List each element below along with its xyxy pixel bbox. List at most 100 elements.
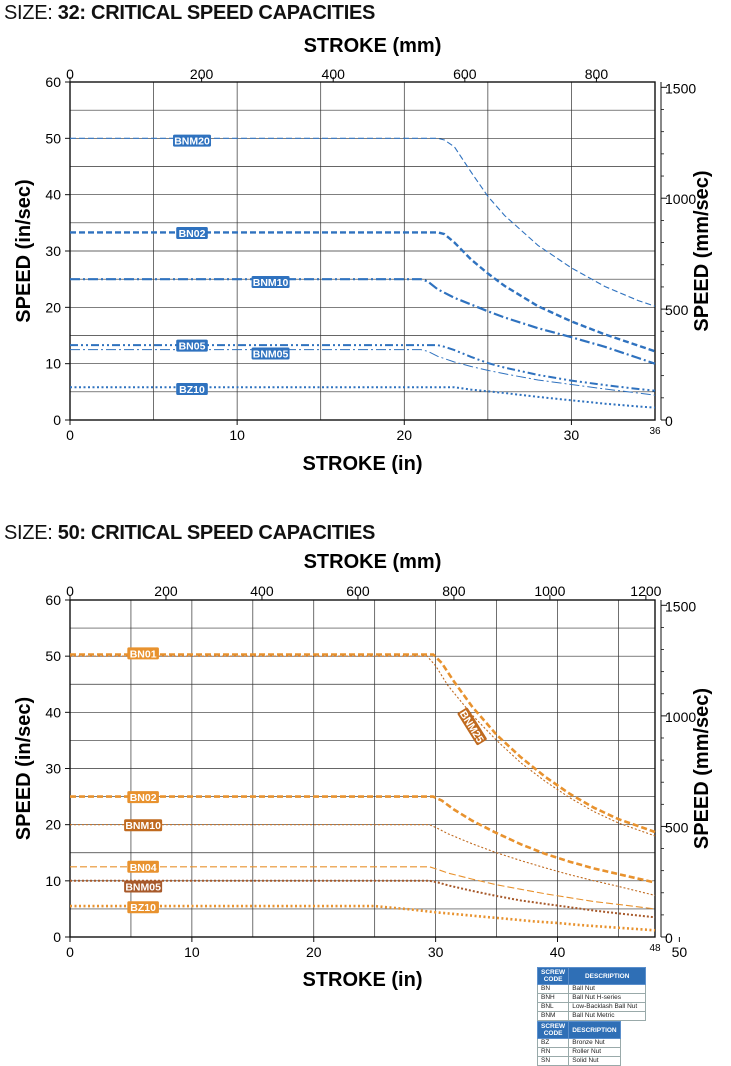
x-tick-label: 10 [229, 427, 245, 443]
right-axis-label: SPEED (mm/sec) [691, 170, 713, 331]
chart-32-critical-speed: 0 10 20 30 360 200 400 600 800010203040506005001… [13, 35, 713, 475]
x2-tick-label: 1000 [534, 583, 565, 599]
legend-row: BNM Ball Nut Metric [536, 1011, 647, 1021]
x-tick-label: 0 [66, 944, 74, 960]
legend-table-right: SCREW CODE DESCRIPTION BZ Bronze Nut RN Ro… [536, 1021, 621, 1066]
legend-code: RN [536, 1047, 570, 1057]
x2-tick-label: 0 [66, 66, 74, 82]
legend-table-left: SCREW CODE DESCRIPTION BN Ball Nut BNH Bal… [536, 967, 647, 1021]
series-line-bnm10 [70, 278, 656, 365]
series-label-box [173, 134, 212, 147]
y2-tick-label: 1000 [665, 709, 696, 725]
y2-tick-label: 0 [665, 930, 673, 946]
y-tick-label: 10 [45, 873, 61, 889]
series-label-text: BZ10 [130, 902, 156, 914]
series-label-box [176, 339, 208, 352]
series-line-bnm10 [70, 824, 656, 896]
legend-row: BZ Bronze Nut [536, 1038, 621, 1048]
top-axis-label: STROKE (mm) [304, 551, 442, 573]
left-axis-label: SPEED (in/sec) [13, 697, 35, 840]
series-label-text: BNM05 [125, 881, 161, 893]
series-label-box [127, 901, 159, 914]
size-prefix: SIZE: [4, 522, 53, 544]
series-label-text: BNM25 [457, 709, 486, 746]
series-label-bnm05: BNM05 [251, 347, 290, 361]
series-label-box [176, 226, 208, 239]
legend-header-description: DESCRIPTION [568, 1021, 621, 1039]
y-tick-label: 60 [45, 74, 61, 90]
x2-tick-label: 1200 [630, 583, 661, 599]
series-label-box [127, 791, 159, 804]
series-label-box [124, 819, 163, 832]
chart-2-title: SIZE: 50: CRITICAL SPEED CAPACITIES [4, 522, 375, 545]
y-tick-label: 10 [45, 356, 61, 372]
series-label-box [176, 383, 208, 396]
legend-code: BZ [536, 1038, 570, 1048]
series-label-bn04: BN04 [127, 860, 159, 874]
series-label-bnm10: BNM10 [124, 819, 163, 832]
size-title-text: 32: CRITICAL SPEED CAPACITIES [57, 2, 376, 24]
legend-row: RN Roller Nut [536, 1047, 621, 1057]
series-label-bnm20: BNM20 [173, 134, 212, 148]
top-axis-label: STROKE (mm) [304, 35, 442, 57]
x-tick-label: 20 [396, 427, 412, 443]
y-tick-label: 60 [45, 592, 61, 608]
legend-code: BNL [536, 1002, 570, 1012]
series-line-bn02 [70, 231, 656, 353]
series-label-box [457, 707, 487, 746]
x2-tick-label: 600 [453, 66, 477, 82]
x-tick-label: 30 [564, 427, 580, 443]
bottom-axis-label: STROKE (in) [303, 969, 423, 991]
x2-tick-label: 400 [322, 66, 346, 82]
y-tick-label: 20 [45, 817, 61, 833]
series-line-bn04 [70, 866, 656, 910]
series-line-bn02 [70, 795, 656, 884]
legend-header-description: DESCRIPTION [568, 967, 647, 985]
series-label-bn01: BN01 [127, 647, 159, 660]
series-label-text: BN01 [130, 648, 157, 660]
series-label-bz10: BZ10 [176, 383, 208, 396]
series-line-bnm20 [70, 137, 656, 307]
x-tick-label: 0 [66, 427, 74, 443]
legend-header-code: SCREW CODE [536, 1021, 570, 1039]
x-end-tick-label: 36 [649, 426, 661, 437]
legend-description: Solid Nut [568, 1056, 621, 1066]
legend-code: BNH [536, 993, 570, 1003]
series-label-text: BNM20 [174, 136, 210, 148]
legend-row: BN Ball Nut [536, 984, 647, 994]
x-tick-label: 30 [428, 944, 444, 960]
legend-header-code: SCREW CODE [536, 967, 570, 985]
series-label-text: BN05 [179, 341, 206, 353]
x2-tick-label: 200 [154, 583, 178, 599]
legend-row: BNL Low-Backlash Ball Nut [536, 1002, 647, 1012]
x2-tick-label: 200 [190, 66, 214, 82]
series-label-text: BNM10 [125, 820, 161, 832]
y-tick-label: 0 [53, 929, 61, 945]
series-label-bn02: BN02 [127, 791, 159, 804]
y-tick-label: 30 [45, 243, 61, 259]
series-label-box [251, 347, 290, 360]
legend-code: BN [536, 984, 570, 994]
y-tick-label: 50 [45, 648, 61, 664]
y-tick-label: 20 [45, 299, 61, 315]
y-tick-label: 0 [53, 412, 61, 428]
y-tick-label: 30 [45, 761, 61, 777]
series-label-text: BN02 [130, 792, 157, 804]
legend-description: Ball Nut H-series [568, 993, 647, 1003]
bottom-axis-label: STROKE (in) [303, 453, 423, 475]
series-label-bn02: BN02 [176, 226, 208, 240]
legend-row: BNH Ball Nut H-series [536, 993, 647, 1003]
y-tick-label: 50 [45, 130, 61, 146]
size-title-text: 50: CRITICAL SPEED CAPACITIES [57, 522, 376, 544]
y2-tick-label: 1500 [665, 80, 696, 96]
legend-description: Ball Nut Metric [568, 1011, 647, 1021]
series-label-text: BZ10 [179, 384, 205, 396]
series-line-bn01 [70, 653, 656, 834]
series-label-text: BN04 [130, 862, 157, 874]
series-line-bz10 [70, 386, 656, 409]
x2-tick-label: 400 [250, 583, 274, 599]
x-end-tick-label: 48 [649, 943, 661, 954]
screw-code-legend: SCREW CODE DESCRIPTION BN Ball Nut BNH Bal… [536, 967, 729, 1066]
series-line-bnm05 [70, 879, 656, 919]
series-label-bn05: BN05 [176, 339, 208, 353]
